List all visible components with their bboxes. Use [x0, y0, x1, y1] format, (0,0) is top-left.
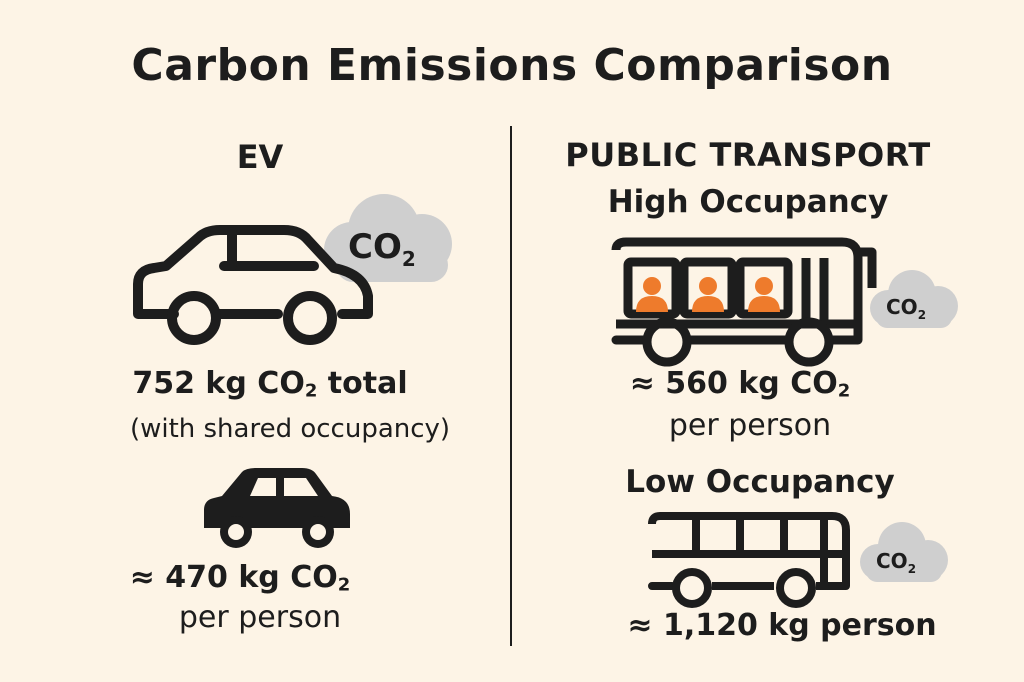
ev-heading: EV — [236, 138, 284, 176]
page-title: Carbon Emissions Comparison — [131, 40, 893, 91]
low-cloud-label: CO2 — [876, 549, 916, 576]
ev-per-person-unit: per person — [178, 600, 342, 635]
high-occupancy-unit: per person — [668, 408, 832, 443]
column-divider — [510, 126, 512, 646]
car-outline-icon — [133, 225, 373, 345]
high-occupancy-label: High Occupancy — [607, 184, 889, 220]
ev-cloud-label: CO2 — [348, 227, 416, 271]
bus-low-occupancy-icon — [648, 512, 850, 608]
low-occupancy-value: ≈ 1,120 kg person — [627, 608, 937, 643]
ev-occupancy-note: (with shared occupancy) — [129, 414, 451, 444]
high-occupancy-value: ≈ 560 kg CO2 — [629, 366, 851, 402]
high-cloud-label: CO2 — [886, 295, 926, 322]
co2-cloud-icon-low: CO2 — [860, 522, 948, 582]
passenger-icons — [636, 277, 780, 312]
public-transport-heading: PUBLIC TRANSPORT — [565, 136, 931, 174]
car-solid-icon — [204, 468, 350, 548]
bus-high-occupancy-icon — [611, 237, 877, 367]
low-occupancy-label: Low Occupancy — [625, 464, 895, 500]
ev-total-emissions: 752 kg CO2 total — [132, 366, 408, 402]
co2-cloud-icon-high: CO2 — [870, 270, 958, 328]
ev-per-person-value: ≈ 470 kg CO2 — [129, 560, 351, 596]
